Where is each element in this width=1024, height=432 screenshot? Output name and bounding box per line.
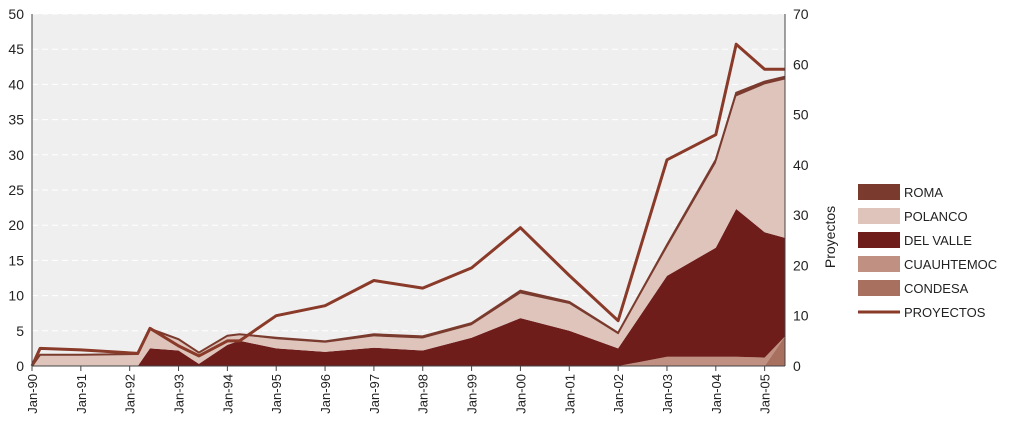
legend-item: CONDESA (858, 280, 969, 296)
x-tick-label: Jan-98 (416, 374, 431, 414)
left-tick-label: 0 (16, 358, 24, 374)
x-tick-label: Jan-04 (709, 374, 724, 414)
legend-swatch (858, 280, 900, 296)
left-tick-label: 45 (8, 41, 24, 57)
left-tick-label: 40 (8, 76, 24, 92)
x-tick-label: Jan-97 (367, 374, 382, 414)
legend-label: PROYECTOS (904, 305, 986, 320)
left-tick-label: 15 (8, 252, 24, 268)
area-del-valle (32, 209, 785, 366)
left-tick-label: 5 (16, 323, 24, 339)
x-tick-label: Jan-00 (513, 374, 528, 414)
x-tick-label: Jan-05 (758, 374, 773, 414)
left-tick-label: 25 (8, 182, 24, 198)
right-tick-label: 40 (793, 157, 809, 173)
legend-item: ROMA (858, 184, 943, 200)
legend-label: CUAUHTEMOC (904, 257, 997, 272)
legend-label: CONDESA (904, 281, 969, 296)
legend-label: POLANCO (904, 209, 968, 224)
right-tick-label: 60 (793, 56, 809, 72)
x-tick-label: Jan-99 (465, 374, 480, 414)
legend-swatch (858, 232, 900, 248)
x-tick-label: Jan-96 (318, 374, 333, 414)
legend-swatch (858, 208, 900, 224)
legend: ROMA POLANCO DEL VALLE CUAUHTEMOC CONDESA PRO… (858, 184, 997, 320)
right-axis-ticks: 0 10 20 30 40 50 60 70 (793, 6, 809, 374)
area-cuauhtemoc (32, 336, 785, 366)
legend-item: PROYECTOS (858, 305, 986, 320)
x-tick-label: Jan-95 (269, 374, 284, 414)
x-tick-label: Jan-03 (660, 374, 675, 414)
legend-label: DEL VALLE (904, 233, 972, 248)
x-tick-label: Jan-01 (562, 374, 577, 414)
x-axis-ticks: Jan-90 Jan-91 Jan-92 Jan-93 Jan-94 Jan-95 Jan-… (25, 366, 773, 414)
right-tick-label: 30 (793, 207, 809, 223)
left-axis-ticks: 0 5 10 15 20 25 30 35 40 45 50 (8, 6, 24, 374)
left-tick-label: 20 (8, 217, 24, 233)
legend-item: DEL VALLE (858, 232, 972, 248)
legend-label: ROMA (904, 185, 943, 200)
right-tick-label: 0 (793, 358, 801, 374)
left-tick-label: 50 (8, 6, 24, 22)
x-tick-label: Jan-94 (220, 374, 235, 414)
x-tick-label: Jan-90 (25, 374, 40, 414)
x-tick-label: Jan-91 (74, 374, 89, 414)
axes (31, 14, 786, 367)
x-tick-label: Jan-93 (172, 374, 187, 414)
right-tick-label: 20 (793, 257, 809, 273)
x-tick-label: Jan-92 (123, 374, 138, 414)
right-axis-label: Proyectos (822, 206, 838, 268)
legend-item: CUAUHTEMOC (858, 256, 997, 272)
x-tick-label: Jan-02 (611, 374, 626, 414)
right-tick-label: 70 (793, 6, 809, 22)
right-tick-label: 50 (793, 107, 809, 123)
left-tick-label: 35 (8, 112, 24, 128)
project-line (30, 42, 785, 367)
line-proyectos (30, 42, 785, 367)
left-tick-label: 30 (8, 147, 24, 163)
legend-swatch (858, 184, 900, 200)
legend-item: POLANCO (858, 208, 968, 224)
legend-swatch (858, 256, 900, 272)
left-tick-label: 10 (8, 288, 24, 304)
right-tick-label: 10 (793, 308, 809, 324)
